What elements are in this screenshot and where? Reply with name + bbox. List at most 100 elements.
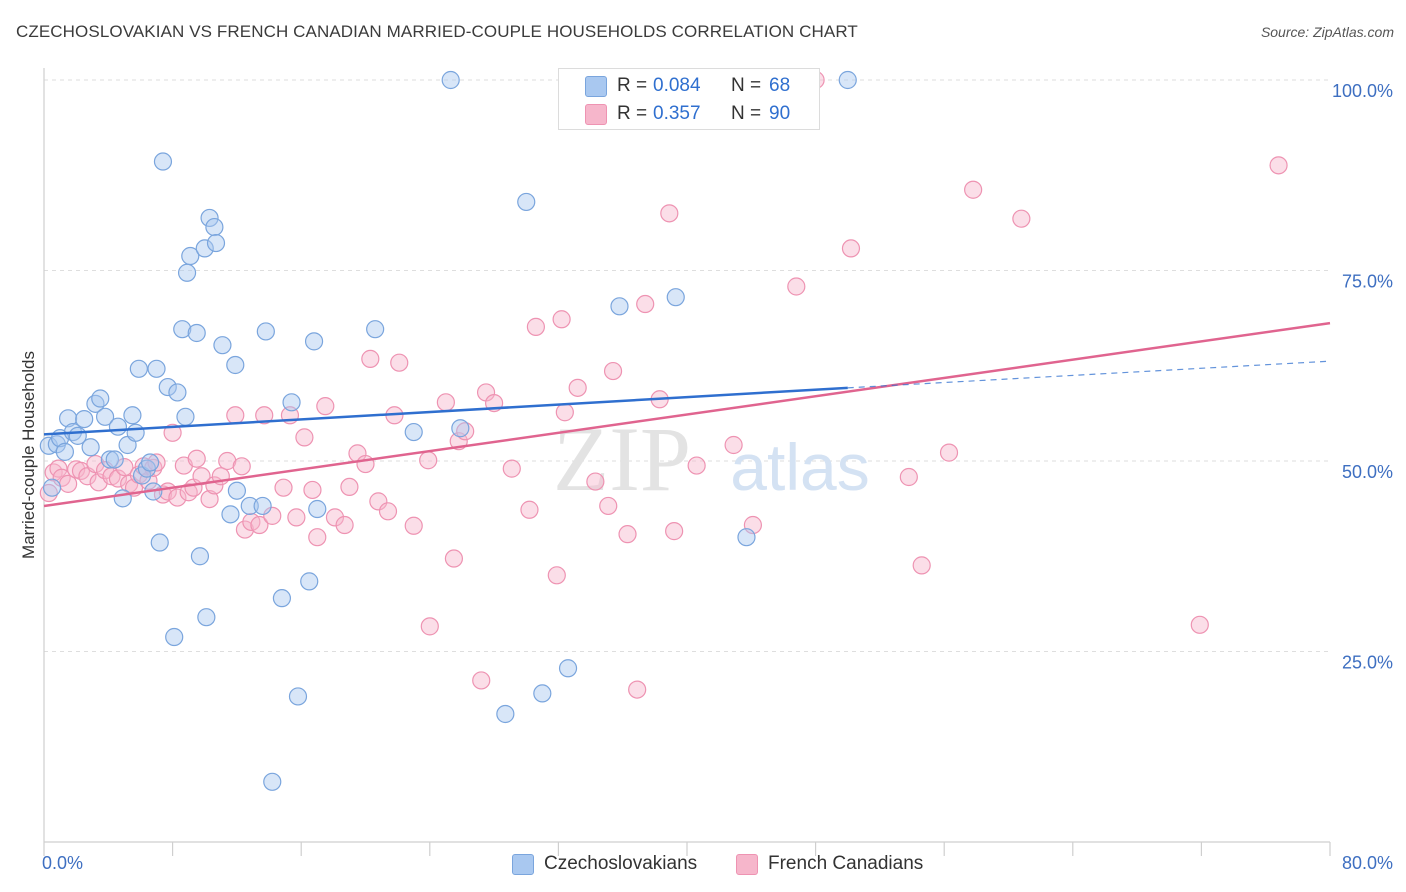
- point-czechoslovakian: [165, 627, 184, 647]
- point-french-canadian: [340, 477, 359, 497]
- point-french-canadian: [108, 469, 128, 488]
- point-czechoslovakian: [304, 332, 324, 351]
- point-czechoslovakian: [95, 407, 115, 426]
- point-french-canadian: [526, 317, 545, 336]
- point-french-canadian: [599, 496, 618, 516]
- point-czechoslovakian: [190, 547, 210, 566]
- point-czechoslovakian: [200, 208, 219, 228]
- axes-layer: [43, 68, 1331, 856]
- y-axis-label: Married-couple Households: [19, 351, 38, 559]
- legend-r-label: R =: [617, 75, 648, 96]
- point-french-canadian: [325, 508, 345, 527]
- point-czechoslovakian: [140, 453, 160, 472]
- point-french-canadian: [520, 500, 539, 519]
- bottom-legend-label: French Canadians: [768, 853, 924, 874]
- point-czechoslovakian: [105, 450, 124, 469]
- trend-lines: [43, 321, 1331, 508]
- point-french-canadian: [603, 361, 623, 381]
- x-tick-label-max: 80.0%: [1342, 853, 1393, 873]
- point-french-canadian: [1012, 209, 1031, 228]
- point-french-canadian: [687, 456, 706, 475]
- point-french-canadian: [436, 393, 455, 412]
- source-label: Source: ZipAtlas.com: [1260, 24, 1394, 40]
- legend-swatch-pink: [585, 103, 607, 125]
- bottom-legend-swatch-pink: [736, 853, 758, 875]
- point-french-canadian: [552, 310, 571, 329]
- point-french-canadian: [665, 522, 684, 541]
- point-czechoslovakian: [288, 687, 308, 706]
- point-french-canadian: [456, 422, 475, 441]
- point-czechoslovakian: [308, 499, 327, 519]
- point-czechoslovakian: [227, 481, 246, 500]
- point-czechoslovakian: [206, 233, 226, 253]
- point-french-canadian: [274, 478, 293, 497]
- point-czechoslovakian: [100, 450, 120, 469]
- point-french-canadian: [472, 671, 491, 690]
- point-french-canadian: [390, 353, 409, 372]
- point-french-canadian: [303, 480, 322, 500]
- point-french-canadian: [586, 472, 605, 491]
- point-czechoslovakian: [221, 505, 240, 524]
- point-french-canadian: [163, 423, 182, 442]
- point-czechoslovakian: [108, 417, 128, 436]
- point-french-canadian: [147, 453, 166, 472]
- watermark: ZIP atlas: [553, 408, 870, 510]
- point-czechoslovakian: [81, 438, 100, 457]
- point-czechoslovakian: [75, 409, 94, 429]
- point-czechoslovakian: [197, 608, 216, 627]
- bottom-legend-czechoslovakians: Czechoslovakians: [512, 852, 697, 876]
- point-french-canadian: [618, 525, 637, 544]
- point-french-canadian: [1190, 615, 1209, 634]
- point-french-canadian: [419, 451, 438, 470]
- point-french-canadian: [200, 490, 219, 509]
- point-french-canadian: [378, 502, 398, 521]
- legend-r-value: 0.084: [653, 75, 701, 96]
- point-czechoslovakian: [59, 409, 78, 428]
- point-czechoslovakian: [55, 442, 74, 461]
- point-french-canadian: [912, 556, 931, 575]
- point-czechoslovakian: [300, 572, 319, 591]
- point-french-canadian: [316, 397, 335, 416]
- point-czechoslovakian: [168, 383, 187, 402]
- point-french-canadian: [187, 449, 206, 468]
- point-czechoslovakian: [366, 320, 385, 339]
- point-french-canadian: [226, 406, 245, 425]
- point-czechoslovakian: [272, 589, 292, 608]
- point-french-canadian: [369, 492, 388, 511]
- point-czechoslovakian: [177, 263, 197, 282]
- y-tick-label: 25.0%: [1342, 653, 1393, 673]
- point-french-canadian: [308, 528, 327, 547]
- point-czechoslovakian: [153, 152, 173, 171]
- x-tick-label-min: 0.0%: [42, 853, 83, 873]
- point-french-canadian: [660, 204, 679, 223]
- point-czechoslovakian: [610, 297, 629, 316]
- point-czechoslovakian: [263, 772, 282, 791]
- point-czechoslovakian: [256, 322, 275, 341]
- point-czechoslovakian: [126, 423, 145, 442]
- legend-r-value: 0.357: [653, 103, 701, 124]
- point-french-canadian: [168, 488, 187, 507]
- point-french-canadian: [502, 459, 521, 478]
- point-french-canadian: [356, 454, 375, 474]
- point-czechoslovakian: [282, 393, 301, 412]
- point-french-canadian: [444, 549, 464, 568]
- bottom-legend-french-canadians: French Canadians: [736, 852, 923, 876]
- point-french-canadian: [724, 435, 743, 455]
- point-czechoslovakian: [195, 239, 214, 258]
- correlation-legend: R = 0.084 N = 68 R = 0.357 N = 90: [558, 68, 820, 130]
- point-czechoslovakian: [404, 422, 423, 442]
- point-french-canadian: [636, 294, 655, 314]
- point-czechoslovakian: [838, 70, 857, 90]
- point-czechoslovakian: [113, 489, 132, 508]
- point-french-canadian: [787, 277, 806, 296]
- point-czechoslovakian: [253, 496, 272, 516]
- point-czechoslovakian: [226, 355, 245, 375]
- point-french-canadian: [295, 428, 314, 447]
- series-czechoslovakians: [39, 70, 857, 791]
- legend-n-label: N =: [731, 75, 762, 96]
- point-french-canadian: [404, 516, 423, 535]
- point-french-canadian: [263, 506, 282, 525]
- point-czechoslovakian: [240, 496, 259, 516]
- point-french-canadian: [115, 457, 134, 477]
